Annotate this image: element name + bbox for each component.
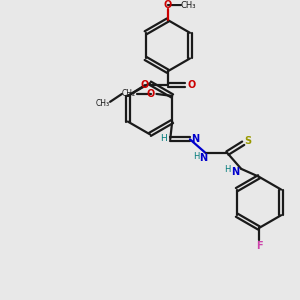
Text: F: F bbox=[256, 241, 262, 251]
Text: H: H bbox=[224, 165, 231, 174]
Text: O: O bbox=[164, 0, 172, 10]
Text: CH₂: CH₂ bbox=[122, 89, 136, 98]
Text: O: O bbox=[146, 89, 154, 99]
Text: H: H bbox=[193, 152, 199, 160]
Text: CH₃: CH₃ bbox=[96, 99, 110, 108]
Text: O: O bbox=[141, 80, 149, 90]
Text: O: O bbox=[187, 80, 196, 90]
Text: N: N bbox=[191, 134, 199, 144]
Text: S: S bbox=[244, 136, 252, 146]
Text: CH₃: CH₃ bbox=[181, 1, 196, 10]
Text: H: H bbox=[160, 134, 167, 143]
Text: N: N bbox=[199, 153, 207, 163]
Text: N: N bbox=[231, 167, 239, 177]
